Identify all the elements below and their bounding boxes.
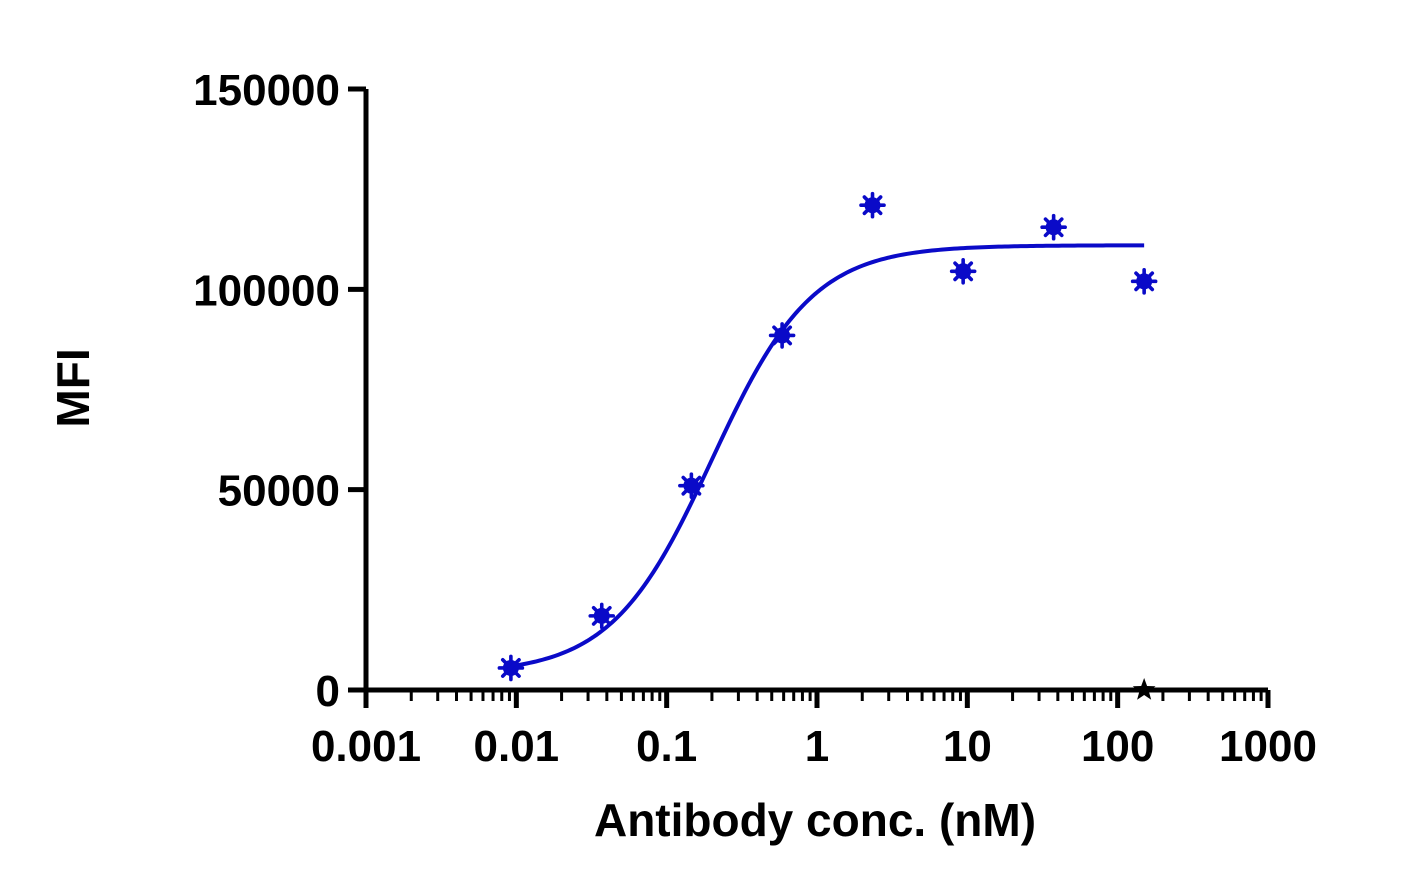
x-tick-label: 0.01: [474, 722, 560, 771]
x-tick-label: 1: [805, 722, 829, 771]
data-point: [768, 322, 796, 349]
fit-curves: [510, 243, 1145, 669]
data-point-spoke: [953, 261, 974, 282]
data-point: [1040, 213, 1067, 241]
data-point-spoke: [1043, 217, 1064, 238]
x-tick-label: 10: [943, 722, 992, 771]
y-tick-label: 50000: [218, 467, 340, 516]
data-points: [497, 191, 1158, 700]
data-point: [588, 602, 616, 630]
data-point: [949, 257, 977, 285]
data-point: [859, 191, 886, 219]
data-point: [678, 472, 705, 499]
y-tick-label: 0: [316, 667, 340, 716]
x-axis-label: Antibody conc. (nM): [594, 794, 1036, 846]
data-point: [1130, 268, 1158, 295]
data-point-spoke: [772, 325, 793, 346]
x-tick-label: 1000: [1219, 722, 1317, 771]
fit-curve: [510, 243, 1145, 669]
x-tick-label: 100: [1081, 722, 1154, 771]
y-tick-label: 150000: [193, 66, 340, 115]
data-point-spoke: [1134, 271, 1155, 292]
x-tick-label: 0.001: [311, 722, 421, 771]
y-axis-ticks: 0 50000 100000 150000: [193, 66, 366, 716]
data-point-spoke: [500, 658, 521, 678]
x-tick-label: 0.1: [636, 722, 697, 771]
data-point-spoke: [681, 475, 702, 496]
data-point-spoke: [591, 605, 612, 626]
x-axis-ticks: 0.001 0.01 0.1 1 10 100 1000: [311, 690, 1317, 771]
data-point-spoke: [862, 195, 883, 216]
y-axis-label: MFI: [47, 348, 99, 427]
data-point: [1132, 678, 1156, 700]
y-tick-label: 100000: [193, 266, 340, 315]
data-point: [497, 654, 525, 682]
axes: [363, 89, 1268, 693]
